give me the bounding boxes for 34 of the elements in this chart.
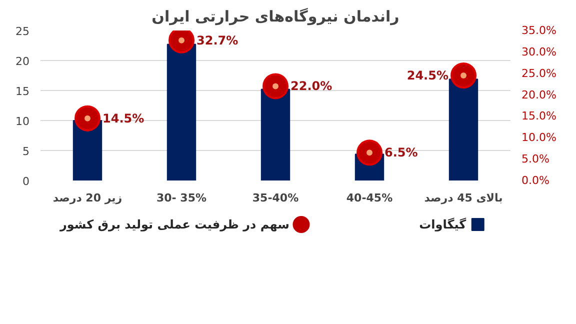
y2-tick-label: 0.0% <box>522 174 550 187</box>
y2-tick-label: 30.0% <box>522 45 556 58</box>
y-tick-label: 20 <box>16 55 30 68</box>
y2-tick-label: 35.0% <box>522 24 556 37</box>
data-label: 32.7% <box>196 33 238 48</box>
y2-tick-label: 5.0% <box>522 152 550 166</box>
legend-label: گیگاوات <box>419 218 466 232</box>
x-tick-label: 35-40% <box>252 192 299 204</box>
y2-tick-label: 25.0% <box>522 66 556 80</box>
x-tick-label: 30- 35% <box>156 192 207 204</box>
data-label: 24.5% <box>406 68 449 82</box>
bar <box>260 88 290 180</box>
legend-label: سهم در ظرفیت عملی تولید برق کشور <box>59 218 290 232</box>
point <box>450 62 476 88</box>
chart-title: راندمان نیروگاه‌های حرارتی ایران <box>152 8 400 26</box>
y2-tick-label: 15.0% <box>522 110 556 123</box>
y2-tick-label: 20.0% <box>522 88 556 102</box>
data-label: 14.5% <box>102 111 144 126</box>
x-tick-label: زیر 20 درصد <box>52 192 122 204</box>
y-tick-label: 15 <box>16 85 30 98</box>
x-tick-label: بالای 45 درصد <box>424 192 503 204</box>
y-tick-label: 10 <box>16 115 30 128</box>
point <box>74 105 100 132</box>
x-tick-label: 40-45% <box>346 192 393 204</box>
data-label: 6.5% <box>384 146 418 160</box>
point <box>356 140 382 166</box>
point <box>262 73 288 100</box>
y-tick-label: 5 <box>22 145 30 158</box>
data-label: 22.0% <box>290 79 332 94</box>
bar <box>448 78 478 180</box>
bar <box>166 44 196 180</box>
y-tick-label: 0 <box>22 175 30 188</box>
y2-tick-label: 10.0% <box>522 131 556 144</box>
y-tick-label: 25 <box>16 25 30 38</box>
